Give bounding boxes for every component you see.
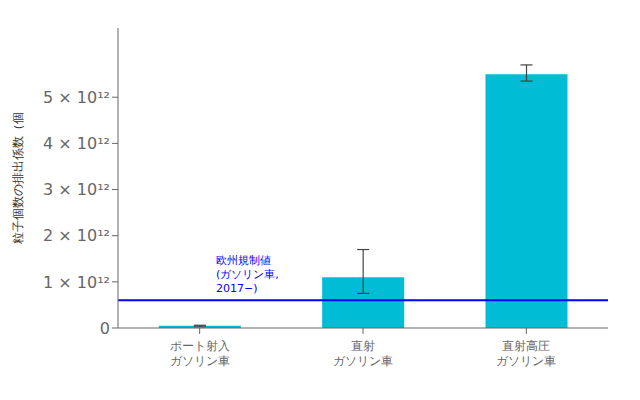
svg-text:粒子個数の排出係数（個: 粒子個数の排出係数（個 (11, 112, 25, 244)
svg-text:ポート射入ガソリン車: ポート射入ガソリン車 (170, 339, 230, 368)
svg-text:直射高圧ガソリン車: 直射高圧ガソリン車 (496, 339, 556, 368)
svg-text:2 × 10¹²: 2 × 10¹² (43, 226, 110, 245)
svg-text:3 × 10¹²: 3 × 10¹² (43, 180, 110, 199)
svg-text:直射ガソリン車: 直射ガソリン車 (333, 339, 393, 368)
svg-text:1 × 10¹²: 1 × 10¹² (43, 273, 110, 292)
svg-text:5 × 10¹²: 5 × 10¹² (43, 88, 110, 107)
svg-text:0: 0 (100, 319, 110, 338)
svg-text:4 × 10¹²: 4 × 10¹² (43, 134, 110, 153)
svg-text:欧州規制値(ガソリン車,2017−): 欧州規制値(ガソリン車,2017−) (216, 254, 279, 295)
